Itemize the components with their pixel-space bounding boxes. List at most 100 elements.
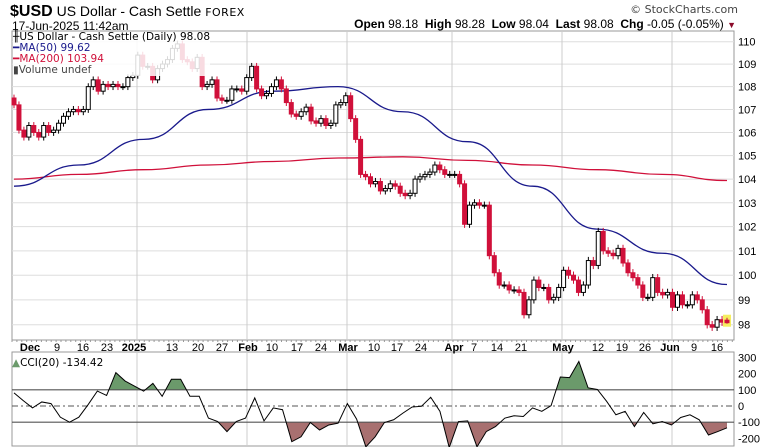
x-tick-label: May (552, 342, 574, 354)
candle (561, 266, 567, 292)
candle (363, 170, 369, 181)
candle (694, 291, 700, 304)
candle (417, 173, 423, 183)
candle (610, 249, 616, 260)
candle-body (590, 260, 596, 266)
candle (298, 108, 304, 120)
candle-body (11, 97, 17, 106)
candle-body (481, 204, 487, 207)
candle (650, 273, 656, 302)
candle-body (714, 319, 720, 328)
candle (268, 83, 274, 97)
candle-body (392, 183, 398, 187)
candle (571, 271, 577, 284)
x-tick-label: Mar (338, 342, 358, 354)
candle (566, 266, 572, 279)
candle-body (353, 118, 359, 140)
candle-body (491, 255, 497, 274)
cci-tick-label: -200 (738, 433, 760, 445)
candle-body (704, 309, 710, 326)
candle (31, 122, 37, 136)
x-tick-label: 23 (101, 342, 113, 354)
ma200-line (13, 156, 728, 182)
candle-body (288, 102, 294, 115)
candle-body (70, 108, 76, 113)
candle (115, 80, 121, 91)
candle-body (551, 296, 557, 301)
candle (348, 92, 354, 123)
candle-body (65, 111, 71, 117)
y-tick-label: 104 (738, 174, 756, 186)
candle-body (462, 183, 468, 225)
legend-ma200-text: MA(200) 103.94 (19, 53, 104, 65)
candle (427, 168, 433, 178)
candle (204, 80, 210, 91)
candle (368, 173, 373, 188)
candle-body (595, 230, 601, 266)
candle (625, 259, 631, 277)
candle (209, 76, 215, 88)
cci-icon: ▲ (12, 357, 21, 369)
y-tick-label: 103 (738, 198, 756, 210)
cci-tick-label: 300 (738, 352, 756, 364)
candle-body (377, 180, 383, 192)
chg-value: -0.05 (-0.05%) (647, 17, 724, 31)
cci-tick-label: -100 (738, 417, 760, 429)
candle (61, 112, 67, 127)
candle-body (348, 95, 354, 120)
candle-icon: ╫ (13, 31, 20, 43)
legend-volume: ▮Volume undef (13, 65, 210, 76)
x-tick-label: 7 (471, 342, 477, 354)
high-value: 98.28 (454, 17, 485, 31)
candle (382, 185, 388, 195)
candle-body (521, 291, 527, 316)
candle-body (46, 125, 52, 133)
candle (422, 170, 428, 181)
candle (264, 90, 270, 100)
open-label: Open (354, 17, 385, 31)
candle (80, 106, 86, 116)
ohlc-readout: Open 98.18 High 98.28 Low 98.04 Last 98.… (354, 17, 736, 31)
x-tick-label: 16 (711, 342, 723, 354)
x-tick-label: 17 (391, 342, 403, 354)
candle (358, 135, 364, 178)
down-triangle-icon: ▼ (727, 20, 736, 30)
candle (120, 83, 126, 91)
candle (585, 256, 591, 289)
candle (605, 247, 611, 257)
candle-body (219, 97, 225, 101)
candle (704, 306, 710, 329)
candle-body (338, 102, 344, 106)
candle-body (382, 188, 388, 192)
x-tick-label: Jun (660, 342, 680, 354)
x-tick-label: Dec (20, 342, 40, 354)
candle (491, 252, 497, 277)
candle (447, 170, 453, 178)
y-tick-label: 106 (738, 127, 756, 139)
candle-body (21, 129, 27, 138)
candle (679, 291, 685, 309)
candle-body (625, 262, 631, 274)
candle-body (610, 252, 616, 257)
chg-label: Chg (620, 17, 644, 31)
candle (511, 286, 517, 294)
candle (65, 108, 71, 120)
candle-body (506, 284, 512, 291)
legend-ma50: ━MA(50) 99.62 (13, 42, 91, 54)
y-tick-label: 100 (738, 270, 756, 282)
candle-body (283, 88, 289, 104)
candle (486, 201, 492, 260)
candle (254, 62, 260, 93)
candle-body (630, 272, 636, 279)
candle (660, 288, 666, 299)
candle (239, 85, 245, 95)
candle-body (61, 115, 67, 124)
candle (259, 85, 265, 100)
candle (590, 256, 596, 270)
x-tick-label: 16 (77, 342, 89, 354)
candle (709, 320, 715, 331)
x-tick-label: 10 (368, 342, 380, 354)
candle-body (516, 289, 522, 293)
candle-body (368, 176, 373, 185)
